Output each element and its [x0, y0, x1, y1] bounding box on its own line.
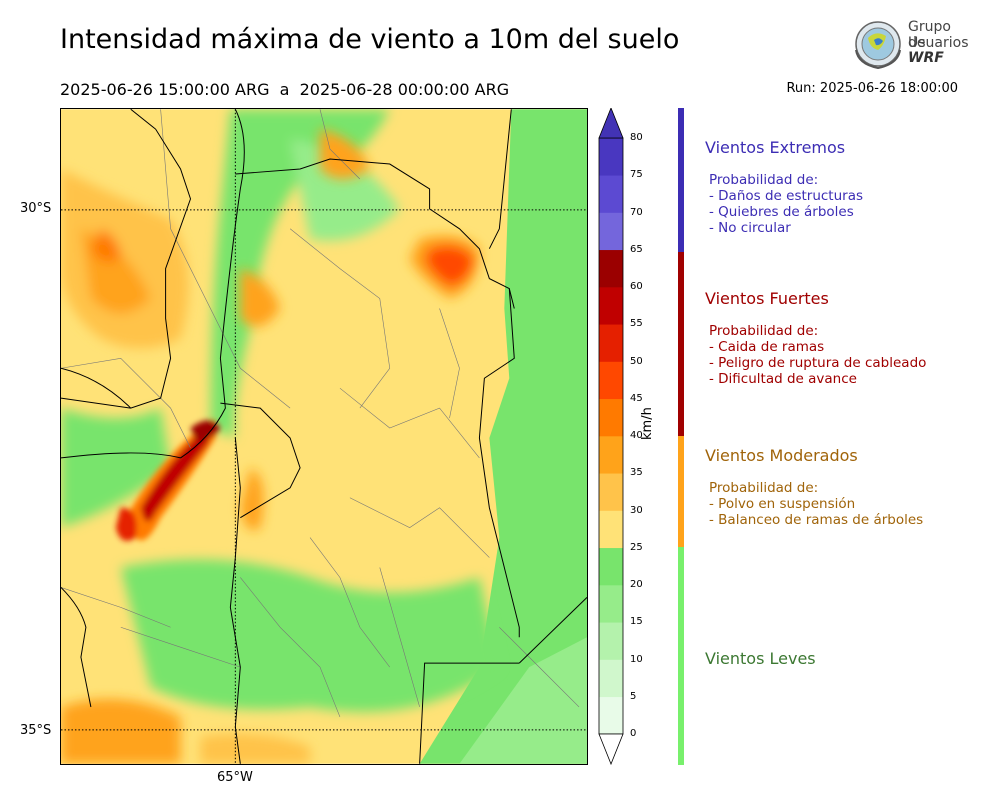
colorbar-tick-label: 65	[630, 243, 643, 255]
category-desc-fuertes: Probabilidad de: - Caida de ramas - Peli…	[709, 323, 926, 387]
category-bar	[678, 108, 684, 765]
map-shading	[61, 109, 587, 764]
desc-line: - Caida de ramas	[709, 339, 825, 355]
desc-line: - No circular	[709, 220, 791, 236]
lon-label-65w: 65°W	[217, 770, 253, 785]
department-boundaries	[61, 109, 580, 718]
forecast-period: 2025-06-26 15:00:00 ARG a 2025-06-28 00:…	[60, 80, 510, 99]
colorbar-segment	[599, 659, 623, 698]
desc-line: - Peligro de ruptura de cableado	[709, 355, 927, 371]
colorbar-tick-label: 20	[630, 579, 643, 590]
logo-line1: Grupo de	[908, 19, 951, 51]
colorbar-tick-label: 40	[630, 430, 643, 441]
category-bar-extremos	[678, 108, 684, 252]
logo-line3: WRF	[908, 50, 944, 66]
colorbar-segment	[599, 585, 623, 623]
category-title-extremos: Vientos Extremos	[705, 138, 846, 157]
wind-map	[60, 108, 588, 765]
colorbar-unit: km/h	[640, 407, 655, 440]
colorbar-segment	[599, 138, 623, 176]
chart-title: Intensidad máxima de viento a 10m del su…	[60, 24, 680, 55]
colorbar-tick-label: 70	[630, 206, 643, 218]
category-title-fuertes: Vientos Fuertes	[705, 289, 829, 308]
colorbar-tick-label: 0	[630, 728, 637, 739]
desc-line: Probabilidad de:	[709, 323, 819, 339]
colorbar-segment	[599, 175, 623, 213]
category-title-leves: Vientos Leves	[705, 649, 816, 668]
lat-label-30s: 30°S	[20, 201, 52, 216]
desc-line: Probabilidad de:	[709, 480, 819, 496]
desc-line: - Quiebres de árboles	[709, 204, 854, 220]
logo: Grupo de Usuarios WRF	[848, 16, 969, 72]
colorbar-tick-label: 55	[630, 318, 643, 330]
globe-icon	[855, 21, 901, 70]
category-desc-extremos: Probabilidad de: - Daños de estructuras …	[709, 172, 863, 236]
colorbar-tick-label: 10	[630, 653, 643, 665]
colorbar-tick-label: 75	[630, 169, 643, 181]
colorbar-segment	[599, 436, 623, 474]
colorbar-segment	[599, 324, 623, 362]
logo-line2: Usuarios	[908, 35, 969, 51]
colorbar-segment	[599, 547, 623, 586]
run-time: Run: 2025-06-26 18:00:00	[786, 81, 958, 96]
colorbar-tick-label: 5	[630, 690, 637, 702]
colorbar-segment	[599, 473, 623, 511]
colorbar-tick-label: 25	[630, 541, 643, 553]
desc-line: - Balanceo de ramas de árboles	[709, 512, 924, 528]
colorbar-segment	[599, 361, 623, 400]
colorbar-segment	[599, 622, 623, 660]
colorbar-tick-label: 50	[630, 355, 643, 367]
desc-line: - Daños de estructuras	[709, 188, 864, 204]
colorbar-tick-label: 80	[630, 132, 643, 143]
category-bar-leves	[678, 547, 684, 765]
colorbar-tick-label: 35	[630, 467, 643, 479]
category-desc-moderados: Probabilidad de: - Polvo en suspensión -…	[709, 480, 923, 528]
colorbar-segment	[599, 287, 623, 325]
category-bar-moderados	[678, 436, 684, 547]
colorbar-tick-label: 15	[630, 616, 643, 628]
desc-line: Probabilidad de:	[709, 172, 819, 188]
colorbar-tick-label: 45	[630, 392, 643, 404]
colorbar-segment	[599, 510, 623, 549]
colorbar-segment	[599, 249, 623, 288]
wind-colorbar	[598, 108, 624, 766]
colorbar-segment	[599, 398, 623, 437]
category-title-moderados: Vientos Moderados	[705, 446, 858, 465]
colorbar-tick-label: 30	[630, 504, 643, 516]
colorbar-segment	[599, 696, 623, 735]
category-bar-fuertes	[678, 252, 684, 436]
desc-line: - Dificultad de avance	[709, 371, 857, 387]
desc-line: - Polvo en suspensión	[709, 496, 856, 512]
graticule	[61, 109, 587, 764]
colorbar-segment	[599, 212, 623, 251]
lat-label-35s: 35°S	[20, 723, 52, 738]
colorbar-tick-label: 60	[630, 281, 643, 292]
